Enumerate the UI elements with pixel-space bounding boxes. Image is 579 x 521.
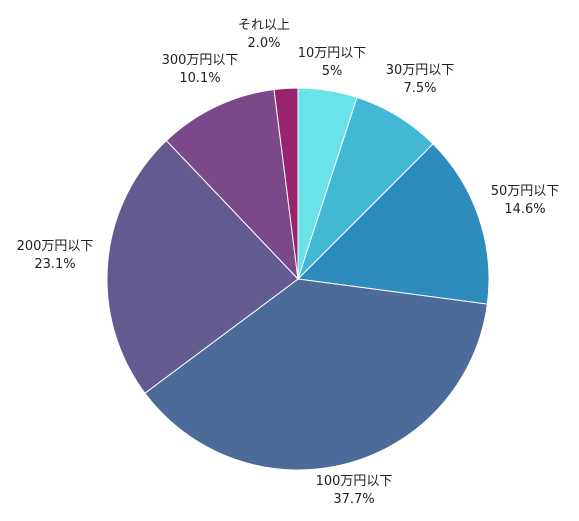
pie-slice xyxy=(273,87,299,280)
pie-slice xyxy=(106,139,299,394)
slice-value-label: 23.1% xyxy=(34,257,75,272)
slice-label: 10万円以下 xyxy=(298,46,367,61)
pie-labels: 10万円以下 5% 30万円以下 7.5% 50万円以下 14.6% 100万円以下 37.7… xyxy=(17,18,560,507)
slice-value-label: 7.5% xyxy=(403,81,436,96)
slice-value-label: 2.0% xyxy=(247,36,280,51)
slice-value-label: 37.7% xyxy=(333,492,374,507)
pie-slice xyxy=(165,88,299,281)
slice-label: 200万円以下 xyxy=(17,239,94,254)
slice-label: 300万円以下 xyxy=(162,53,239,68)
slice-label: 30万円以下 xyxy=(386,63,455,78)
pie-slice xyxy=(296,143,490,305)
slice-label: 50万円以下 xyxy=(491,184,560,199)
slice-label: それ以上 xyxy=(238,18,290,33)
slice-label: 100万円以下 xyxy=(316,474,393,489)
slice-value-label: 14.6% xyxy=(504,202,545,217)
slice-value-label: 5% xyxy=(322,64,343,79)
pie-slices xyxy=(106,87,490,471)
pie-slice xyxy=(144,278,488,471)
slice-value-label: 10.1% xyxy=(179,71,220,86)
